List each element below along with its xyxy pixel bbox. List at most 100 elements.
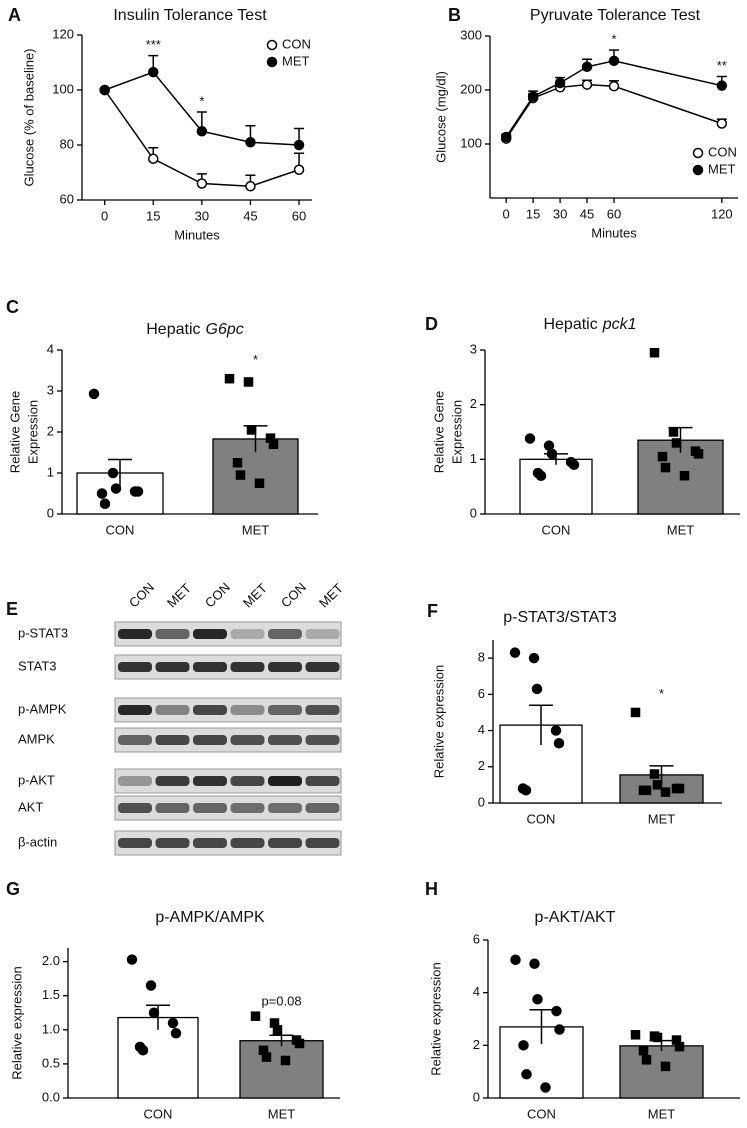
band: [118, 838, 152, 848]
y-tick-label: 2.0: [42, 953, 60, 968]
error-bar: [529, 1009, 554, 1045]
band: [305, 662, 340, 672]
point: [641, 785, 652, 796]
y-tick-label: 2: [478, 758, 485, 773]
lane-label: CON: [278, 580, 309, 611]
blot-strip: [114, 830, 342, 856]
blot-strip: [114, 654, 342, 680]
point: [550, 725, 562, 736]
y-tick-label: 0.5: [42, 1055, 60, 1070]
y-tick-label: 0.0: [42, 1089, 60, 1104]
x-tick-label: MET: [648, 1106, 676, 1121]
point: [535, 470, 547, 481]
x-tick-label: CON: [527, 811, 556, 826]
y-axis-label: Expression: [25, 400, 40, 464]
band: [193, 735, 227, 745]
panel-letter: G: [6, 879, 20, 899]
lane-label: MET: [316, 580, 346, 610]
band: [193, 629, 227, 639]
y-tick-label: 100: [460, 135, 482, 150]
band: [118, 735, 152, 745]
x-tick-label: CON: [527, 1106, 556, 1121]
annotation: **: [717, 58, 727, 73]
lane-label: MET: [240, 580, 270, 610]
point: [660, 787, 671, 797]
point: [132, 486, 144, 497]
chart-title: Pyruvate Tolerance Test: [530, 7, 701, 24]
x-tick-label: 60: [607, 206, 621, 221]
band: [268, 735, 302, 745]
point: [246, 425, 257, 435]
row-label: AMPK: [18, 731, 55, 746]
y-axis-label: Relative Gene: [7, 391, 22, 473]
band: [305, 776, 340, 786]
x-tick-label: 60: [292, 208, 306, 223]
title-part: G6pc: [206, 321, 244, 338]
point: [107, 467, 119, 479]
point: [518, 1040, 529, 1051]
point: [88, 388, 100, 400]
legend-marker: [266, 39, 278, 51]
y-tick-label: 0: [470, 505, 477, 520]
point: [716, 80, 728, 91]
y-axis-label: Expression: [449, 400, 464, 464]
legend-label: CON: [708, 144, 737, 159]
y-tick-label: 4: [473, 984, 480, 999]
point: [521, 1069, 532, 1080]
point: [294, 1038, 305, 1049]
point: [693, 449, 704, 459]
y-tick-label: 1.0: [42, 1021, 60, 1036]
point: [553, 737, 565, 749]
y-axis-label: Relative expression: [9, 966, 24, 1079]
y-tick-label: 4: [47, 341, 54, 356]
point: [126, 954, 138, 965]
point: [652, 1032, 663, 1043]
y-tick-label: 3: [470, 341, 477, 356]
point: [500, 131, 512, 143]
point: [608, 80, 620, 92]
point: [657, 451, 668, 462]
point: [524, 433, 536, 444]
band: [118, 662, 152, 672]
point: [232, 458, 243, 468]
point: [546, 448, 558, 460]
band: [305, 803, 340, 813]
point: [532, 994, 543, 1005]
point: [554, 1024, 565, 1035]
y-tick-label: 300: [460, 27, 482, 42]
band: [155, 735, 190, 745]
point: [638, 1045, 649, 1056]
y-tick-label: 60: [60, 191, 74, 206]
bar: [619, 1045, 704, 1099]
band: [193, 705, 227, 715]
bar: [117, 1016, 199, 1099]
band: [230, 803, 265, 813]
chart-title: Insulin Tolerance Test: [113, 7, 267, 24]
legend-label: MET: [282, 53, 310, 68]
band: [155, 662, 190, 672]
row-label: AKT: [18, 799, 43, 814]
point: [148, 1007, 160, 1019]
point: [96, 488, 108, 499]
x-axis-label: Minutes: [591, 225, 637, 240]
band: [193, 803, 227, 813]
legend-marker: [692, 147, 704, 159]
row-label: p-AMPK: [18, 701, 67, 716]
bar: [519, 458, 593, 515]
panel-letter: A: [8, 5, 21, 25]
title-part: pck1: [602, 316, 637, 333]
point: [554, 77, 566, 89]
point: [170, 1027, 182, 1039]
y-tick-label: 8: [478, 650, 485, 665]
point: [224, 373, 235, 384]
y-tick-label: 1: [47, 464, 54, 479]
point: [110, 483, 122, 494]
annotation: *: [199, 93, 204, 108]
point: [540, 1082, 551, 1093]
band: [118, 803, 152, 813]
x-tick-label: CON: [106, 522, 135, 537]
point: [528, 652, 540, 664]
y-axis-label: Glucose (% of baseline): [21, 48, 36, 186]
x-axis-label: Minutes: [174, 227, 220, 242]
